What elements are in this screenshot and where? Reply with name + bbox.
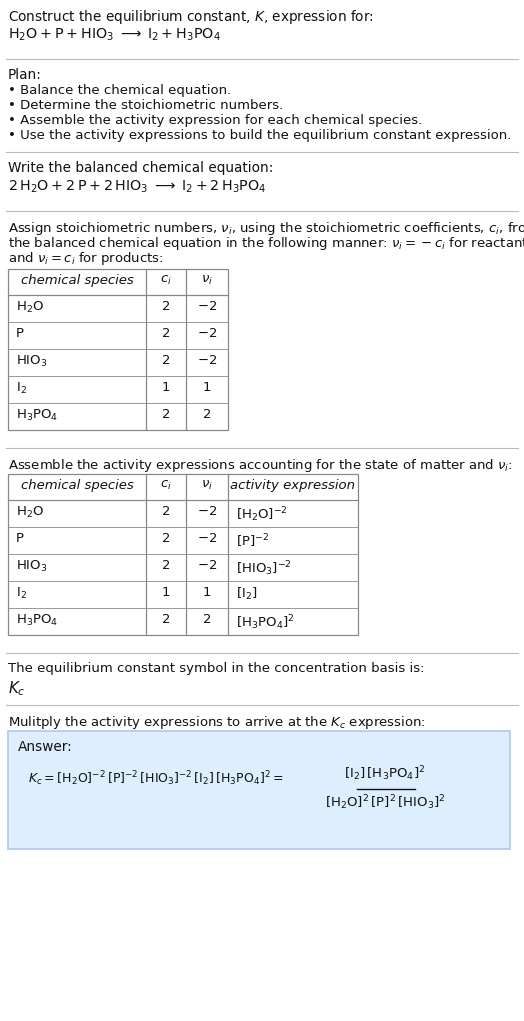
Text: $\mathrm{H_2O + P + HIO_3 \;\longrightarrow\; I_2 + H_3PO_4}$: $\mathrm{H_2O + P + HIO_3 \;\longrightar… bbox=[8, 27, 221, 44]
Text: • Determine the stoichiometric numbers.: • Determine the stoichiometric numbers. bbox=[8, 99, 283, 112]
Text: $K_c = [\mathrm{H_2O}]^{-2}\,[\mathrm{P}]^{-2}\,[\mathrm{HIO_3}]^{-2}\,[\mathrm{: $K_c = [\mathrm{H_2O}]^{-2}\,[\mathrm{P}… bbox=[28, 769, 284, 787]
Text: 1: 1 bbox=[162, 381, 170, 394]
Text: 2: 2 bbox=[162, 327, 170, 340]
Text: P: P bbox=[16, 327, 24, 340]
Text: $\mathrm{H_2O}$: $\mathrm{H_2O}$ bbox=[16, 505, 44, 520]
Text: $\mathrm{2\,H_2O + 2\,P + 2\,HIO_3 \;\longrightarrow\; I_2 + 2\,H_3PO_4}$: $\mathrm{2\,H_2O + 2\,P + 2\,HIO_3 \;\lo… bbox=[8, 179, 267, 195]
Text: $\mathrm{I_2}$: $\mathrm{I_2}$ bbox=[16, 381, 27, 396]
Text: $[\mathrm{HIO_3}]^{-2}$: $[\mathrm{HIO_3}]^{-2}$ bbox=[236, 560, 292, 578]
Text: 1: 1 bbox=[203, 381, 211, 394]
Text: $K_c$: $K_c$ bbox=[8, 679, 26, 697]
FancyBboxPatch shape bbox=[8, 474, 358, 635]
Text: P: P bbox=[16, 532, 24, 545]
FancyBboxPatch shape bbox=[8, 731, 510, 849]
Text: 2: 2 bbox=[203, 408, 211, 421]
Text: $c_i$: $c_i$ bbox=[160, 274, 172, 287]
Text: 2: 2 bbox=[162, 560, 170, 572]
Text: $-2$: $-2$ bbox=[197, 560, 217, 572]
Text: Plan:: Plan: bbox=[8, 68, 42, 82]
Text: $\mathrm{HIO_3}$: $\mathrm{HIO_3}$ bbox=[16, 560, 48, 574]
Text: $\mathrm{I_2}$: $\mathrm{I_2}$ bbox=[16, 586, 27, 601]
Text: 2: 2 bbox=[162, 354, 170, 367]
Text: $[\mathrm{I_2}]$: $[\mathrm{I_2}]$ bbox=[236, 586, 258, 602]
Text: $[\mathrm{H_2O}]^2\,[\mathrm{P}]^2\,[\mathrm{HIO_3}]^2$: $[\mathrm{H_2O}]^2\,[\mathrm{P}]^2\,[\ma… bbox=[325, 793, 445, 812]
Text: $-2$: $-2$ bbox=[197, 532, 217, 545]
Text: $[\mathrm{I_2}]\,[\mathrm{H_3PO_4}]^2$: $[\mathrm{I_2}]\,[\mathrm{H_3PO_4}]^2$ bbox=[344, 764, 425, 783]
Text: chemical species: chemical species bbox=[20, 274, 134, 287]
Text: 2: 2 bbox=[162, 505, 170, 518]
Text: $\mathrm{H_3PO_4}$: $\mathrm{H_3PO_4}$ bbox=[16, 613, 58, 628]
Text: The equilibrium constant symbol in the concentration basis is:: The equilibrium constant symbol in the c… bbox=[8, 662, 424, 675]
Text: $\mathrm{H_3PO_4}$: $\mathrm{H_3PO_4}$ bbox=[16, 408, 58, 423]
Text: 2: 2 bbox=[162, 613, 170, 626]
Text: 2: 2 bbox=[203, 613, 211, 626]
Text: Write the balanced chemical equation:: Write the balanced chemical equation: bbox=[8, 161, 274, 175]
Text: Construct the equilibrium constant, $K$, expression for:: Construct the equilibrium constant, $K$,… bbox=[8, 8, 374, 26]
Text: $[\mathrm{H_3PO_4}]^2$: $[\mathrm{H_3PO_4}]^2$ bbox=[236, 613, 294, 632]
Text: $[\mathrm{H_2O}]^{-2}$: $[\mathrm{H_2O}]^{-2}$ bbox=[236, 505, 288, 524]
Text: and $\nu_i = c_i$ for products:: and $\nu_i = c_i$ for products: bbox=[8, 250, 163, 268]
Text: 1: 1 bbox=[203, 586, 211, 599]
Text: chemical species: chemical species bbox=[20, 479, 134, 492]
Text: the balanced chemical equation in the following manner: $\nu_i = -c_i$ for react: the balanced chemical equation in the fo… bbox=[8, 235, 524, 252]
Text: 1: 1 bbox=[162, 586, 170, 599]
Text: Answer:: Answer: bbox=[18, 740, 73, 753]
FancyBboxPatch shape bbox=[8, 269, 228, 430]
Text: $[\mathrm{P}]^{-2}$: $[\mathrm{P}]^{-2}$ bbox=[236, 532, 269, 549]
Text: • Balance the chemical equation.: • Balance the chemical equation. bbox=[8, 84, 231, 97]
Text: • Assemble the activity expression for each chemical species.: • Assemble the activity expression for e… bbox=[8, 114, 422, 127]
Text: Assemble the activity expressions accounting for the state of matter and $\nu_i$: Assemble the activity expressions accoun… bbox=[8, 457, 512, 474]
Text: $-2$: $-2$ bbox=[197, 354, 217, 367]
Text: $\mathrm{HIO_3}$: $\mathrm{HIO_3}$ bbox=[16, 354, 48, 370]
Text: Assign stoichiometric numbers, $\nu_i$, using the stoichiometric coefficients, $: Assign stoichiometric numbers, $\nu_i$, … bbox=[8, 220, 524, 237]
Text: 2: 2 bbox=[162, 300, 170, 313]
Text: Mulitply the activity expressions to arrive at the $K_c$ expression:: Mulitply the activity expressions to arr… bbox=[8, 714, 426, 731]
Text: $-2$: $-2$ bbox=[197, 505, 217, 518]
Text: $\nu_i$: $\nu_i$ bbox=[201, 479, 213, 492]
Text: 2: 2 bbox=[162, 408, 170, 421]
Text: activity expression: activity expression bbox=[231, 479, 355, 492]
Text: 2: 2 bbox=[162, 532, 170, 545]
Text: $\mathrm{H_2O}$: $\mathrm{H_2O}$ bbox=[16, 300, 44, 315]
Text: $c_i$: $c_i$ bbox=[160, 479, 172, 492]
Text: $-2$: $-2$ bbox=[197, 300, 217, 313]
Text: • Use the activity expressions to build the equilibrium constant expression.: • Use the activity expressions to build … bbox=[8, 129, 511, 142]
Text: $-2$: $-2$ bbox=[197, 327, 217, 340]
Text: $\nu_i$: $\nu_i$ bbox=[201, 274, 213, 287]
